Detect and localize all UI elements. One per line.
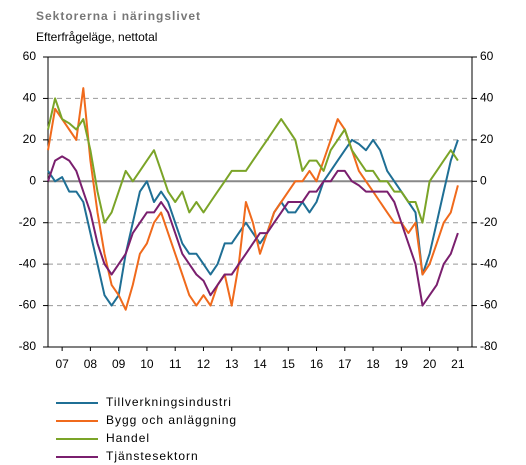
y-tick-label: -20 bbox=[19, 215, 37, 229]
legend-label: Bygg och anläggning bbox=[106, 413, 237, 427]
series-line bbox=[47, 155, 459, 307]
x-tick-label: 14 bbox=[253, 357, 267, 371]
plot-frame bbox=[47, 56, 473, 348]
x-tick-label: 13 bbox=[225, 357, 239, 371]
x-tick-label: 09 bbox=[112, 357, 126, 371]
y-tick-label: -40 bbox=[19, 256, 37, 270]
chart-title: Sektorerna i näringslivet bbox=[36, 9, 201, 23]
y2-tick-label: -20 bbox=[480, 215, 498, 229]
y-tick-label: 0 bbox=[29, 173, 36, 187]
x-tick-label: 16 bbox=[310, 357, 324, 371]
y-tick-label: 60 bbox=[23, 49, 37, 63]
y-tick-label: 40 bbox=[23, 91, 37, 105]
x-tick-label: 20 bbox=[423, 357, 437, 371]
legend-label: Tjänstesektorn bbox=[106, 449, 199, 463]
y-tick-label: 20 bbox=[23, 132, 37, 146]
x-tick-label: 12 bbox=[197, 357, 211, 371]
y2-tick-label: 60 bbox=[480, 49, 494, 63]
x-tick-label: 11 bbox=[169, 357, 182, 371]
y2-tick-label: -60 bbox=[480, 298, 498, 312]
x-tick-label: 15 bbox=[282, 357, 296, 371]
x-tick-label: 19 bbox=[395, 357, 409, 371]
x-tick-label: 08 bbox=[84, 357, 98, 371]
x-tick-label: 21 bbox=[451, 357, 465, 371]
y2-tick-label: -40 bbox=[480, 256, 498, 270]
y2-tick-label: 0 bbox=[480, 173, 487, 187]
chart-subtitle: Efterfrågeläge, nettotal bbox=[36, 30, 157, 44]
series-line bbox=[47, 138, 459, 307]
y-tick-label: -80 bbox=[19, 339, 37, 353]
y2-tick-label: 20 bbox=[480, 132, 494, 146]
x-tick-label: 07 bbox=[55, 357, 69, 371]
x-tick-label: 17 bbox=[338, 357, 352, 371]
legend-label: Handel bbox=[106, 431, 150, 445]
y2-tick-label: -80 bbox=[480, 339, 498, 353]
y2-tick-label: 40 bbox=[480, 91, 494, 105]
y-tick-label: -60 bbox=[19, 298, 37, 312]
x-tick-label: 10 bbox=[140, 357, 154, 371]
series-line bbox=[47, 97, 459, 224]
series-line bbox=[47, 87, 459, 311]
x-tick-label: 18 bbox=[366, 357, 380, 371]
legend-label: Tillverkningsindustri bbox=[106, 395, 232, 409]
